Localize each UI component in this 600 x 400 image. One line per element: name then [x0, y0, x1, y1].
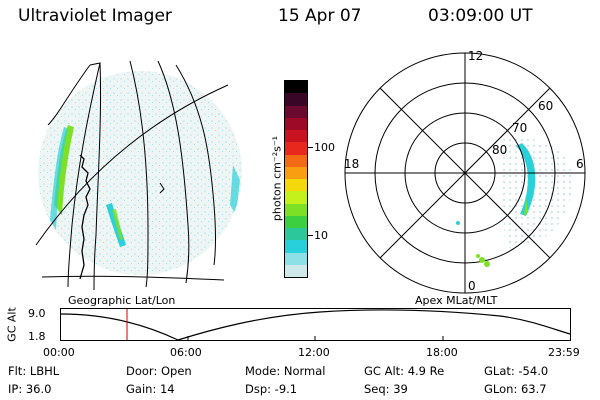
colorbar-band [285, 130, 307, 143]
info-glon: GLon: 63.7 [484, 382, 547, 396]
left-panel-label: Geographic Lat/Lon [68, 294, 176, 307]
info-gcalt: GC Alt: 4.9 Re [364, 364, 445, 378]
colorbar-band [285, 179, 307, 192]
date-label: 15 Apr 07 [278, 6, 362, 26]
mlt-label-0: 0 [468, 279, 476, 293]
colorbar-tick-10: 10 [314, 229, 328, 242]
timeline-ytick-high: 9.0 [28, 307, 46, 320]
info-ip: IP: 36.0 [8, 382, 52, 396]
info-gain: Gain: 14 [126, 382, 175, 396]
info-dsp: Dsp: -9.1 [245, 382, 298, 396]
info-glat: GLat: -54.0 [484, 364, 549, 378]
timeline-xtick-2359: 23:59 [548, 346, 580, 359]
graticule [35, 60, 229, 291]
right-panel-label: Apex MLat/MLT [415, 294, 498, 307]
mlt-label-12: 12 [468, 49, 483, 63]
colorbar-band [285, 93, 307, 106]
coastline [79, 154, 91, 280]
colorbar-band [285, 215, 307, 228]
colorbar-unit-label: photon cm⁻²s⁻¹ [270, 135, 284, 222]
colorbar-band [285, 142, 307, 155]
timeline-xtick-1200: 12:00 [298, 346, 330, 359]
colorbar-band [285, 81, 307, 94]
timeline-xtick-0000: 00:00 [43, 346, 75, 359]
colorbar-band [285, 191, 307, 204]
timeline-ytick-low: 1.8 [28, 330, 46, 343]
timeline-xtick-1800: 18:00 [426, 346, 458, 359]
colorbar-band [285, 117, 307, 130]
time-label: 03:09:00 UT [428, 6, 533, 26]
mlt-label-18: 18 [344, 157, 359, 171]
instrument-title: Ultraviolet Imager [18, 6, 172, 26]
timeline-xtick-0600: 06:00 [170, 346, 202, 359]
polar-aurora-oval [516, 143, 536, 216]
info-mode: Mode: Normal [245, 364, 326, 378]
info-seq: Seq: 39 [364, 382, 408, 396]
info-door: Door: Open [126, 364, 192, 378]
gc-alt-curve [60, 309, 571, 341]
timeline-ylabel: GC Alt [5, 307, 19, 342]
mlat-label-80: 80 [492, 143, 507, 157]
polar-plot: 12 18 6 0 60 70 80 [344, 49, 586, 294]
mlat-label-70: 70 [512, 121, 527, 135]
colorbar-band [285, 264, 307, 277]
mlt-label-6: 6 [576, 157, 584, 171]
geographic-image [35, 60, 242, 291]
timeline-plot [60, 308, 571, 341]
colorbar-band [285, 252, 307, 265]
mlat-label-60: 60 [538, 99, 553, 113]
polar-green-spots [456, 221, 490, 267]
colorbar-band [285, 228, 307, 241]
colorbar-band [285, 203, 307, 216]
colorbar-tick-100: 100 [314, 141, 335, 154]
aurora-green-arc [54, 125, 74, 215]
colorbar [284, 80, 308, 278]
colorbar-band [285, 240, 307, 253]
info-flt: Flt: LBHL [8, 364, 60, 378]
colorbar-band [285, 105, 307, 118]
colorbar-band [285, 154, 307, 167]
colorbar-band [285, 166, 307, 179]
